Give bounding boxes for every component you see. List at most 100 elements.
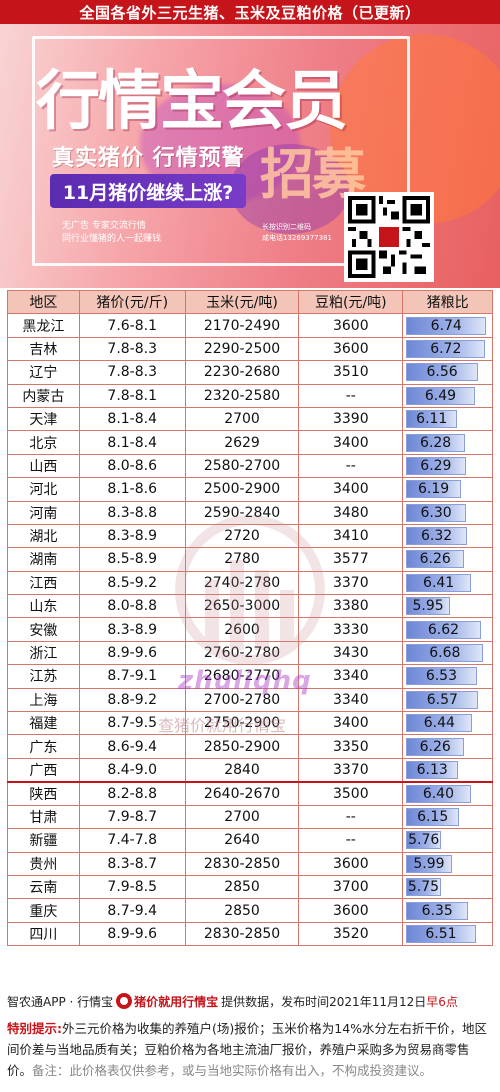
cell-corn-price: 2850 xyxy=(184,898,300,923)
cell-ratio: 6.44 xyxy=(402,711,493,736)
cell-pig-price: 8.7-9.4 xyxy=(78,898,186,923)
cell-region: 黑龙江 xyxy=(7,313,80,338)
cell-soymeal-price: -- xyxy=(298,804,404,830)
cell-corn-price: 2780 xyxy=(184,547,300,572)
cell-ratio: 5.76 xyxy=(402,828,493,853)
cell-ratio: 6.35 xyxy=(402,898,493,923)
table-row: 天津 8.1-8.4 2700 3390 6.11 xyxy=(7,406,493,432)
ratio-bar: 6.28 xyxy=(406,433,466,452)
cell-ratio: 5.75 xyxy=(402,874,493,900)
cell-soymeal-price: 3370 xyxy=(298,570,404,596)
cell-region: 福建 xyxy=(7,711,80,736)
cell-pig-price: 8.3-8.9 xyxy=(78,523,186,549)
cell-soymeal-price: 3510 xyxy=(298,360,404,385)
table-row: 浙江 8.9-9.6 2760-2780 3430 6.68 xyxy=(7,640,493,666)
cell-region: 河南 xyxy=(7,500,80,525)
cell-corn-price: 2629 xyxy=(184,430,300,455)
cell-soymeal-price: 3340 xyxy=(298,664,404,689)
ratio-bar: 6.44 xyxy=(406,714,473,733)
cell-pig-price: 7.8-8.1 xyxy=(78,383,186,408)
publish-info: 提供数据，发布时间2021年11月12日 xyxy=(221,994,427,1009)
table-row: 江西 8.5-9.2 2740-2780 3370 6.41 xyxy=(7,570,493,596)
cell-ratio: 6.28 xyxy=(402,430,493,455)
disclaimer-text: 备注：此价格表仅供参考，或与当地实际价格有出入，不构成投资建议。 xyxy=(32,1063,433,1078)
promo-banner[interactable]: 行情宝会员 真实猪价 行情预警 招募 11月猪价继续上涨? 无广告 专家交流行情… xyxy=(0,24,500,288)
banner-note: 无广告 专家交流行情 同行业懂猪的人一起赚钱 xyxy=(62,220,202,246)
cell-pig-price: 8.5-9.2 xyxy=(78,570,186,596)
table-row: 甘肃 7.9-8.7 2700 -- 6.15 xyxy=(7,804,493,830)
cell-corn-price: 2840 xyxy=(184,757,300,783)
table-row: 贵州 8.3-8.7 2830-2850 3600 5.99 xyxy=(7,851,493,876)
cell-corn-price: 2640 xyxy=(184,828,300,853)
table-row: 湖北 8.3-8.9 2720 3410 6.32 xyxy=(7,523,493,549)
cell-ratio: 6.15 xyxy=(402,804,493,830)
cell-pig-price: 8.1-8.6 xyxy=(78,477,186,502)
cell-soymeal-price: 3600 xyxy=(298,336,404,362)
pig-logo-icon xyxy=(116,993,133,1009)
banner-contact: 长按识别二维码 咸电话13269377381 xyxy=(262,222,352,244)
cell-soymeal-price: 3430 xyxy=(298,640,404,666)
cell-pig-price: 8.7-9.1 xyxy=(78,664,186,689)
ratio-bar: 6.35 xyxy=(406,901,469,920)
table-header-row: 地区 猪价(元/斤) 玉米(元/吨) 豆粕(元/吨) 猪粮比 xyxy=(7,289,493,315)
cell-soymeal-price: -- xyxy=(298,383,404,408)
cell-ratio: 6.29 xyxy=(402,453,493,479)
cell-region: 甘肃 xyxy=(7,804,80,830)
cell-soymeal-price: 3500 xyxy=(298,780,404,806)
ratio-bar: 5.95 xyxy=(406,597,450,616)
table-row: 安徽 8.3-8.9 2600 3330 6.62 xyxy=(7,617,493,642)
source-badge: 猪价就用行情宝 xyxy=(116,993,218,1010)
cell-corn-price: 2760-2780 xyxy=(184,640,300,666)
notice-text: 外三元价格为收集的养殖户(场)报价；玉米价格为14%水分左右折干价，地区间价差与… xyxy=(7,1021,488,1078)
cell-ratio: 5.95 xyxy=(402,594,493,619)
table-row: 新疆 7.4-7.8 2640 -- 5.76 xyxy=(7,828,493,853)
qr-code-icon[interactable] xyxy=(344,192,434,282)
cell-soymeal-price: 3380 xyxy=(298,594,404,619)
notice-label: 特别提示: xyxy=(7,1021,62,1036)
cell-pig-price: 8.1-8.4 xyxy=(78,430,186,455)
cell-ratio: 6.49 xyxy=(402,383,493,408)
ratio-bar: 6.51 xyxy=(406,924,476,943)
ratio-bar: 6.40 xyxy=(406,784,471,803)
cell-ratio: 6.40 xyxy=(402,780,493,806)
cell-corn-price: 2700-2780 xyxy=(184,687,300,713)
cell-region: 上海 xyxy=(7,687,80,713)
price-table: 地区 猪价(元/斤) 玉米(元/吨) 豆粕(元/吨) 猪粮比 黑龙江 7.6-8.… xyxy=(7,289,493,947)
cell-pig-price: 8.3-8.7 xyxy=(78,851,186,876)
ratio-bar: 6.57 xyxy=(406,690,479,709)
cell-region: 天津 xyxy=(7,406,80,432)
cell-soymeal-price: 3400 xyxy=(298,430,404,455)
cell-region: 广东 xyxy=(7,734,80,759)
cell-pig-price: 8.9-9.6 xyxy=(78,640,186,666)
cell-pig-price: 7.6-8.1 xyxy=(78,313,186,338)
cell-region: 山西 xyxy=(7,453,80,479)
table-row: 江苏 8.7-9.1 2680-2770 3340 6.53 xyxy=(7,664,493,689)
cell-corn-price: 2850 xyxy=(184,874,300,900)
table-row: 辽宁 7.8-8.3 2230-2680 3510 6.56 xyxy=(7,360,493,385)
cell-soymeal-price: 3600 xyxy=(298,898,404,923)
cell-corn-price: 2680-2770 xyxy=(184,664,300,689)
cell-pig-price: 8.9-9.6 xyxy=(78,921,186,947)
source-badge-text: 猪价就用行情宝 xyxy=(134,994,219,1009)
special-notice: 特别提示:外三元价格为收集的养殖户(场)报价；玉米价格为14%水分左右折干价，地… xyxy=(7,1018,493,1081)
table-row: 山西 8.0-8.6 2580-2700 -- 6.29 xyxy=(7,453,493,479)
banner-contact-line: 长按识别二维码 xyxy=(262,223,311,231)
col-header-pig-price: 猪价(元/斤) xyxy=(78,289,186,315)
cell-soymeal-price: 3520 xyxy=(298,921,404,947)
cell-pig-price: 7.9-8.5 xyxy=(78,874,186,900)
cell-ratio: 6.26 xyxy=(402,547,493,572)
cell-soymeal-price: -- xyxy=(298,453,404,479)
cell-corn-price: 2230-2680 xyxy=(184,360,300,385)
ratio-bar: 6.26 xyxy=(406,550,465,569)
cell-corn-price: 2590-2840 xyxy=(184,500,300,525)
watermark-text: zhuliqhq xyxy=(178,666,312,696)
ratio-bar: 5.76 xyxy=(406,831,442,850)
cell-region: 辽宁 xyxy=(7,360,80,385)
table-row: 北京 8.1-8.4 2629 3400 6.28 xyxy=(7,430,493,455)
table-row: 湖南 8.5-8.9 2780 3577 6.26 xyxy=(7,547,493,572)
cell-region: 安徽 xyxy=(7,617,80,642)
ratio-bar: 6.72 xyxy=(406,339,486,358)
cell-region: 四川 xyxy=(7,921,80,947)
watermark-subtext: 查猪价就用行情宝 xyxy=(158,716,287,735)
cell-region: 江西 xyxy=(7,570,80,596)
